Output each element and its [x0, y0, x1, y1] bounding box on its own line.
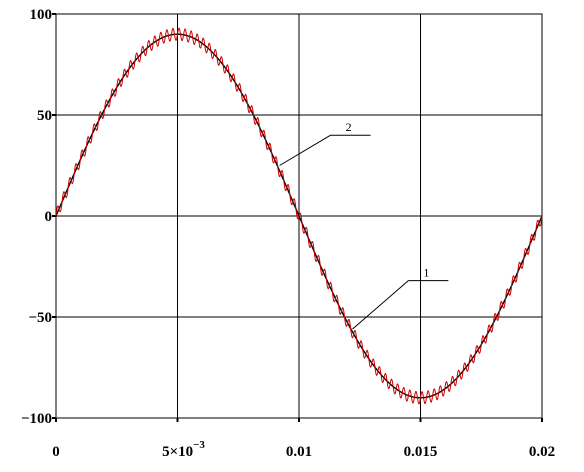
x-tick-label-4: 0.02 [529, 444, 555, 460]
x-tick-label-3: 0.015 [404, 444, 438, 460]
series-group [55, 27, 543, 405]
annotation-leader-1 [352, 280, 409, 330]
x-axis: 0 5×10−3 0.01 0.015 0.02 [52, 439, 555, 460]
y-tick-label-1: 50 [37, 108, 52, 124]
x-tick-label-2: 0.01 [286, 444, 312, 460]
x-tick-label-0: 0 [52, 444, 60, 460]
series-line-2 [55, 27, 543, 405]
annotation-leader-2 [279, 134, 331, 166]
annotations: 12 [279, 120, 449, 330]
y-tick-label-3: −50 [28, 310, 52, 326]
series-label-2: 2 [346, 120, 352, 134]
series-label-1: 1 [423, 266, 429, 280]
x-tick-label-1: 5×10−3 [162, 439, 205, 460]
y-tick-label-2: 0 [45, 209, 53, 225]
y-tick-label-4: −100 [21, 411, 52, 427]
x-tick-exponent-1: −3 [193, 439, 205, 451]
y-tick-label-0: 100 [30, 7, 53, 23]
y-axis: 100 50 0 −50 −100 [21, 7, 52, 427]
